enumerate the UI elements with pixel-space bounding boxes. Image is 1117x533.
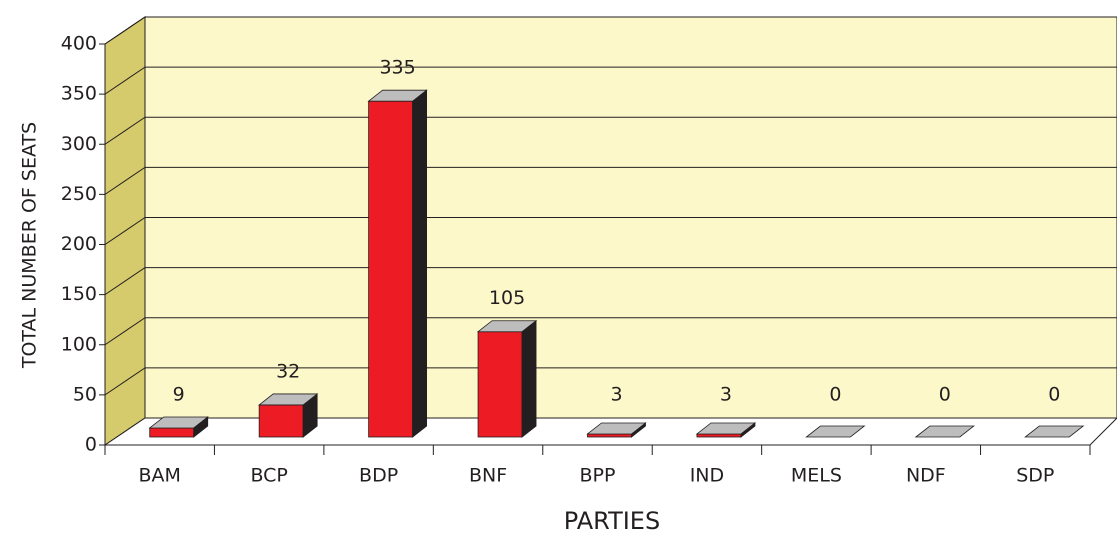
x-axis-title: PARTIES: [564, 507, 660, 533]
y-tick-label: 350: [61, 83, 97, 105]
y-tick-label: 50: [73, 383, 97, 405]
x-tick-label: BDP: [359, 465, 398, 487]
bar: [148, 416, 209, 438]
bar-top: [695, 422, 757, 435]
grid-line: [104, 166, 146, 195]
grid-line: [104, 317, 146, 346]
grid-line: [104, 16, 146, 45]
bar: [258, 393, 319, 438]
bar: [586, 422, 647, 438]
x-tick-label: BAM: [139, 465, 181, 487]
bar: [914, 425, 975, 438]
grid-line: [104, 116, 146, 145]
grid-line: [104, 267, 146, 296]
x-tick-label: BPP: [580, 465, 616, 487]
bar-top: [148, 416, 209, 429]
y-tick-label: 150: [61, 283, 97, 305]
bar: [476, 319, 538, 438]
bar: [1024, 425, 1085, 438]
bar: [805, 425, 866, 438]
bar-front: [477, 331, 523, 438]
grid-line: [104, 66, 146, 95]
y-tick-label: 250: [61, 183, 97, 205]
value-label: 9: [173, 383, 185, 405]
bar-top: [476, 320, 538, 333]
x-tick-label: SDP: [1016, 465, 1054, 487]
bar-top: [367, 89, 428, 102]
bar-top: [914, 425, 975, 438]
bar-front: [258, 404, 304, 438]
y-tick-label: 300: [61, 133, 97, 155]
bar-top: [805, 425, 866, 438]
bar-front: [368, 100, 414, 438]
y-tick-label: 0: [85, 434, 97, 456]
bar-front: [149, 427, 195, 438]
bar-top: [586, 422, 647, 435]
value-label: 3: [720, 384, 732, 406]
value-label: 0: [939, 384, 951, 406]
x-tick-label: BNF: [469, 465, 507, 487]
value-label: 335: [379, 57, 415, 79]
y-tick-label: 200: [61, 233, 97, 255]
bar: [695, 422, 757, 438]
value-label: 32: [276, 360, 300, 382]
value-label: 105: [489, 287, 525, 309]
y-axis-title: TOTAL NUMBER OF SEATS: [19, 122, 41, 369]
grid-line: [104, 217, 146, 245]
bar-front: [696, 433, 742, 438]
bar-side: [412, 89, 428, 438]
x-tick-label: BCP: [250, 465, 287, 487]
x-tick-label: IND: [690, 465, 724, 487]
bar-top: [258, 393, 319, 406]
y-tick-label: 100: [61, 333, 97, 355]
bar-side: [521, 319, 537, 438]
y-tick-label: 400: [61, 33, 97, 55]
bar-top: [1024, 425, 1085, 438]
bar: [367, 89, 428, 438]
x-tick-label: MELS: [791, 465, 842, 487]
x-tick-label: NDF: [906, 465, 946, 487]
value-label: 3: [610, 384, 622, 406]
value-label: 0: [829, 384, 841, 406]
grid-line: [104, 367, 146, 396]
bar-front: [587, 433, 632, 438]
value-label: 0: [1048, 384, 1060, 406]
